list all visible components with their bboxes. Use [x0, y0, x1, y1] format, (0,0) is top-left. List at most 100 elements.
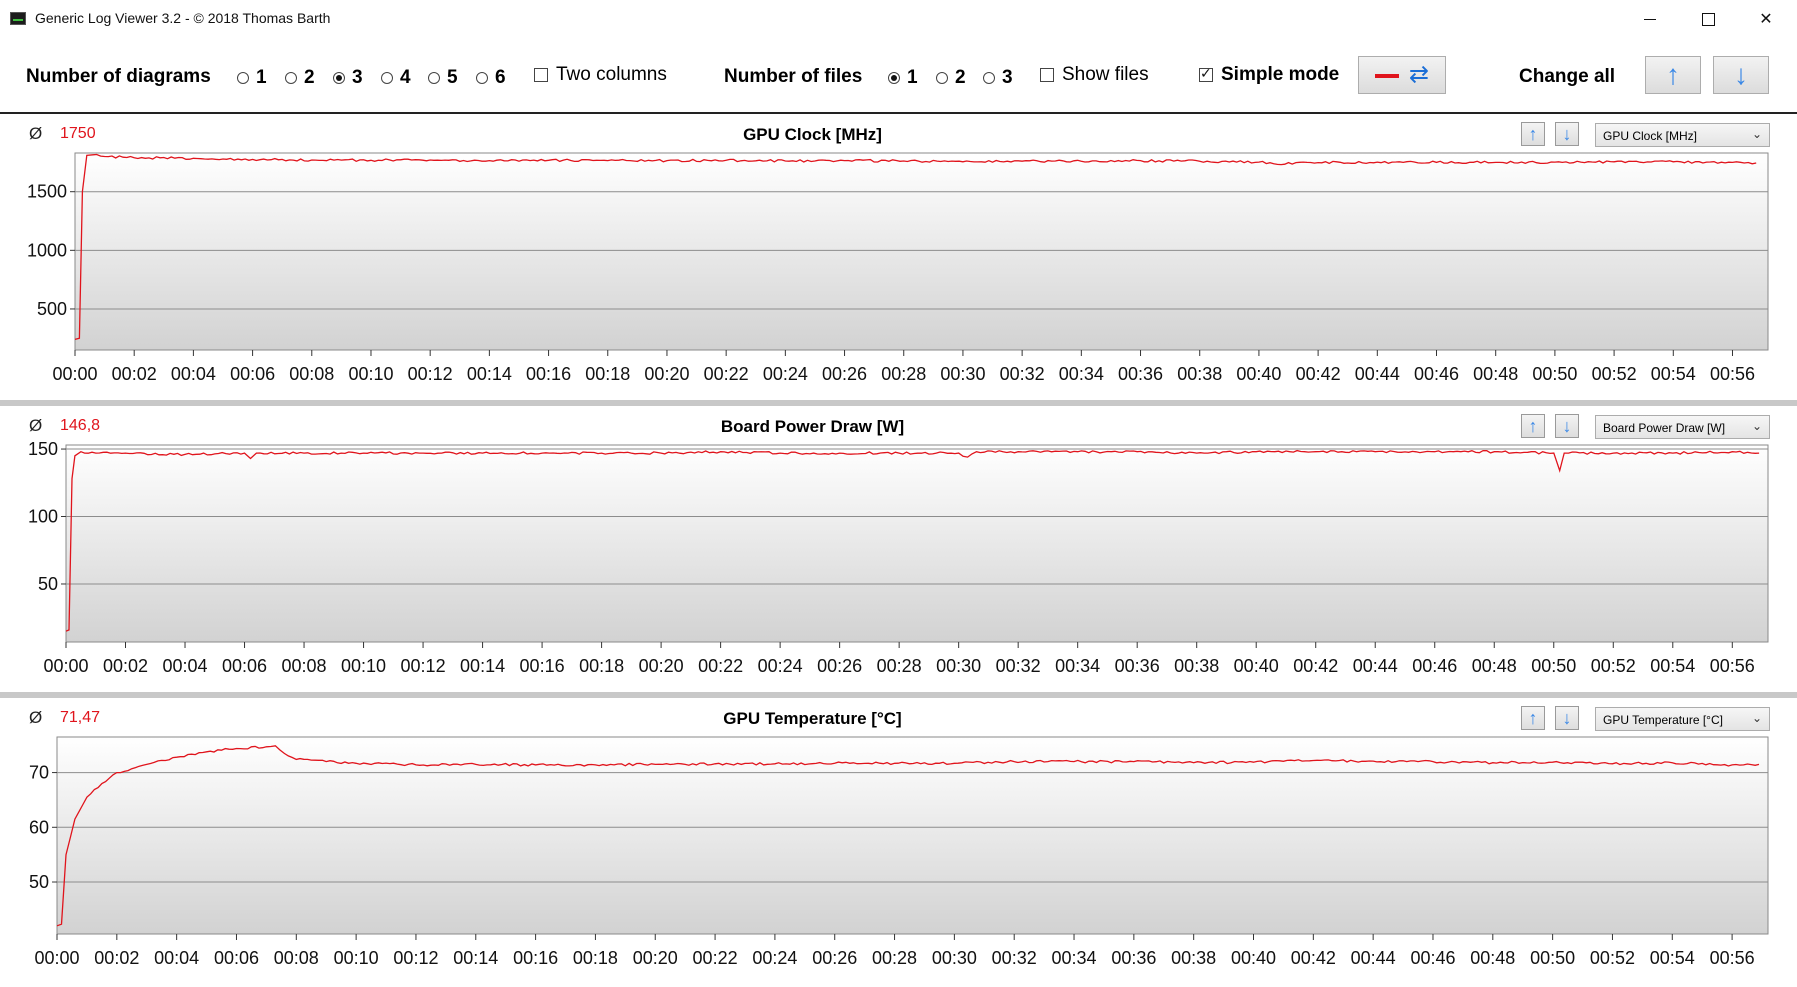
diagrams-radio-1[interactable]: 1	[237, 67, 267, 88]
x-tick-label: 00:16	[526, 364, 571, 384]
diagram-up-button[interactable]: ↑	[1521, 706, 1545, 730]
x-tick-label: 00:54	[1651, 364, 1696, 384]
y-tick-label: 70	[29, 763, 49, 783]
diagrams-radio-3[interactable]: 3	[333, 67, 363, 88]
x-tick-label: 00:52	[1590, 948, 1635, 968]
sensor-select[interactable]: GPU Clock [MHz] ⌄	[1595, 123, 1770, 147]
x-tick-label: 00:46	[1414, 364, 1459, 384]
line-color-swatch	[1375, 74, 1399, 78]
checkbox-box	[1040, 68, 1054, 82]
minimize-button[interactable]	[1621, 0, 1679, 38]
close-icon: ✕	[1759, 11, 1773, 28]
window-title: Generic Log Viewer 3.2 - © 2018 Thomas B…	[35, 10, 331, 26]
x-tick-label: 00:52	[1592, 364, 1637, 384]
x-tick-label: 00:10	[341, 656, 386, 676]
y-tick-label: 150	[28, 439, 58, 459]
x-tick-label: 00:18	[579, 656, 624, 676]
diagram-up-button[interactable]: ↑	[1521, 414, 1545, 438]
x-tick-label: 00:14	[453, 948, 498, 968]
x-tick-label: 00:36	[1115, 656, 1160, 676]
chevron-down-icon: ⌄	[1751, 419, 1762, 433]
x-tick-label: 00:08	[274, 948, 319, 968]
x-tick-label: 00:40	[1236, 364, 1281, 384]
x-tick-label: 00:22	[698, 656, 743, 676]
show-files-checkbox[interactable]: Show files	[1040, 64, 1149, 86]
diagrams-radio-4[interactable]: 4	[381, 67, 411, 88]
diagram-panel-board-power: Ø 146,8 Board Power Draw [W] ↑ ↓ Board P…	[0, 408, 1797, 690]
sensor-select[interactable]: GPU Temperature [°C] ⌄	[1595, 707, 1770, 731]
radio-dot	[428, 72, 440, 84]
files-radio-2[interactable]: 2	[936, 67, 966, 88]
y-tick-label: 500	[37, 299, 67, 319]
y-tick-label: 60	[29, 817, 49, 837]
x-tick-label: 00:42	[1291, 948, 1336, 968]
files-radio-3[interactable]: 3	[983, 67, 1013, 88]
radio-dot	[237, 72, 249, 84]
x-tick-label: 00:32	[1000, 364, 1045, 384]
series-line	[65, 449, 1760, 632]
diagrams-radio-5[interactable]: 5	[428, 67, 458, 88]
panel-divider	[0, 692, 1797, 698]
plot-area	[56, 736, 1769, 935]
x-tick-label: 00:02	[103, 656, 148, 676]
x-tick-label: 00:40	[1234, 656, 1279, 676]
files-label: Number of files	[724, 66, 863, 87]
x-tick-label: 00:52	[1591, 656, 1636, 676]
x-tick-label: 00:00	[34, 948, 79, 968]
y-tick-label: 1500	[27, 182, 67, 202]
x-tick-label: 00:38	[1174, 656, 1219, 676]
panel-divider	[0, 400, 1797, 406]
diagrams-radio-2[interactable]: 2	[285, 67, 315, 88]
average-symbol: Ø	[29, 416, 43, 435]
change-all-up-button[interactable]: ↑	[1645, 56, 1701, 94]
x-tick-label: 00:44	[1353, 656, 1398, 676]
x-tick-label: 00:42	[1293, 656, 1338, 676]
x-tick-label: 00:30	[936, 656, 981, 676]
diagram-down-button[interactable]: ↓	[1555, 706, 1579, 730]
diagrams-label: Number of diagrams	[26, 66, 211, 87]
close-button[interactable]: ✕	[1737, 0, 1795, 38]
change-all-down-button[interactable]: ↓	[1713, 56, 1769, 94]
average-value: 146,8	[60, 417, 101, 434]
x-tick-label: 00:00	[52, 364, 97, 384]
x-tick-label: 00:26	[822, 364, 867, 384]
sensor-select[interactable]: Board Power Draw [W] ⌄	[1595, 415, 1770, 439]
arrow-up-icon: ↑	[1528, 708, 1538, 728]
x-tick-label: 00:04	[171, 364, 216, 384]
maximize-button[interactable]	[1679, 0, 1737, 38]
change-all-label: Change all	[1519, 66, 1616, 87]
average-symbol: Ø	[29, 708, 43, 727]
diagrams-radio-6[interactable]: 6	[476, 67, 506, 88]
arrow-up-icon: ↑	[1528, 124, 1538, 144]
two-columns-checkbox[interactable]: Two columns	[534, 64, 667, 86]
simple-mode-checkbox[interactable]: Simple mode	[1199, 64, 1339, 86]
x-tick-label: 00:56	[1710, 364, 1755, 384]
x-tick-label: 00:34	[1055, 656, 1100, 676]
x-tick-label: 00:26	[817, 656, 862, 676]
x-tick-label: 00:44	[1351, 948, 1396, 968]
x-tick-label: 00:22	[693, 948, 738, 968]
diagram-down-button[interactable]: ↓	[1555, 122, 1579, 146]
radio-dot	[285, 72, 297, 84]
x-tick-label: 00:12	[401, 656, 446, 676]
x-tick-label: 00:30	[932, 948, 977, 968]
x-tick-label: 00:12	[393, 948, 438, 968]
arrow-down-icon: ↓	[1734, 59, 1748, 90]
x-tick-label: 00:28	[877, 656, 922, 676]
x-tick-label: 00:28	[872, 948, 917, 968]
x-tick-label: 00:10	[348, 364, 393, 384]
x-tick-label: 00:34	[1052, 948, 1097, 968]
arrow-up-icon: ↑	[1666, 59, 1680, 90]
diagram-title: GPU Clock [MHz]	[743, 125, 882, 144]
chart-gpu-temperature: 50 60 70 00:00 00:02 00:04 00:06 00:08 00:10 00:1…	[29, 736, 1769, 968]
x-tick-label: 00:24	[758, 656, 803, 676]
average-symbol: Ø	[29, 124, 43, 143]
radio-dot	[936, 72, 948, 84]
chart-gpu-clock: 500 1000 1500 00:00 00:02 00:04 00:06 00:08 00:1…	[27, 152, 1769, 384]
x-tick-label: 00:16	[513, 948, 558, 968]
diagram-down-button[interactable]: ↓	[1555, 414, 1579, 438]
files-radio-1[interactable]: 1	[888, 67, 918, 88]
line-color-button[interactable]: ⇄	[1358, 56, 1446, 94]
x-tick-label: 00:20	[639, 656, 684, 676]
diagram-up-button[interactable]: ↑	[1521, 122, 1545, 146]
